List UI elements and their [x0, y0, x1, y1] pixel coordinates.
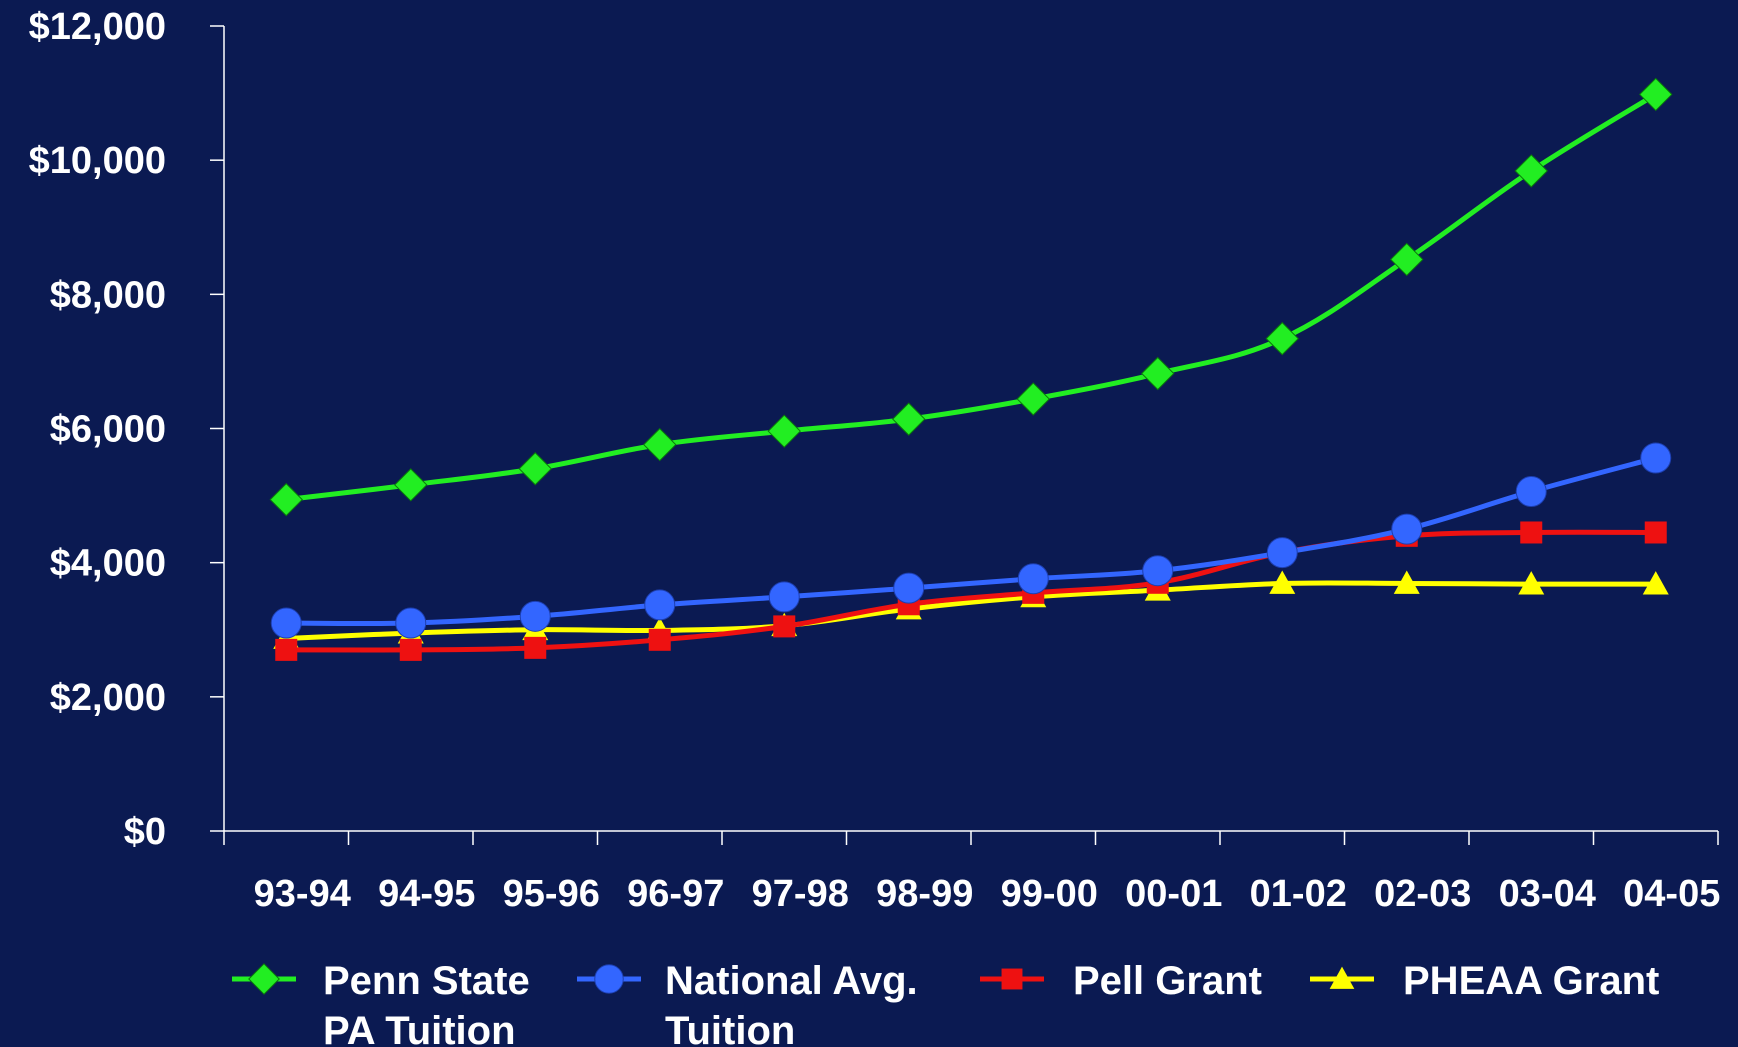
marker-circle [644, 589, 676, 621]
marker-triangle [1329, 966, 1355, 989]
chart-series [269, 77, 1673, 661]
marker-diamond [1265, 321, 1299, 356]
series-0 [269, 77, 1673, 517]
marker-diamond [643, 427, 677, 462]
marker-square [648, 628, 671, 651]
marker-circle [395, 607, 427, 639]
x-tick-label: 03-04 [1499, 873, 1596, 915]
y-tick-label: $10,000 [29, 140, 166, 182]
marker-circle [1391, 513, 1423, 545]
marker-diamond [1141, 356, 1175, 391]
series-1 [270, 442, 1672, 639]
y-tick-label: $6,000 [50, 409, 166, 451]
marker-square [524, 636, 547, 659]
x-tick-label: 02-03 [1374, 873, 1471, 915]
x-tick-label: 95-96 [503, 873, 600, 915]
marker-circle [519, 600, 551, 632]
chart-axes [210, 25, 1719, 845]
legend-label: Penn State [323, 959, 530, 1003]
marker-triangle [1642, 571, 1669, 595]
marker-diamond [1390, 242, 1424, 277]
marker-diamond [269, 482, 303, 517]
marker-diamond [1639, 77, 1673, 112]
x-axis-labels: 93-94 94-95 95-96 96-97 97-98 98-99 99-00 00-01… [254, 873, 1721, 915]
series-line [286, 529, 1656, 653]
chart-legend: Penn State PA Tuition National Avg. Tuition… [232, 959, 1659, 1047]
x-tick-label: 94-95 [378, 873, 475, 915]
marker-circle [1266, 537, 1298, 569]
marker-circle [1017, 563, 1049, 595]
x-tick-label: 98-99 [876, 873, 973, 915]
marker-triangle [1269, 570, 1296, 594]
marker-circle [594, 964, 624, 994]
marker-diamond [1016, 382, 1050, 416]
marker-square [1001, 968, 1023, 990]
marker-circle [270, 607, 302, 639]
marker-triangle [1393, 570, 1420, 594]
x-tick-label: 00-01 [1125, 873, 1222, 915]
marker-circle [1142, 555, 1174, 587]
marker-square [773, 615, 796, 638]
marker-circle [1640, 442, 1672, 474]
y-tick-label: $2,000 [50, 677, 166, 719]
x-tick-label: 01-02 [1250, 873, 1347, 915]
x-tick-label: 93-94 [254, 873, 351, 915]
legend-item-2: Pell Grant [980, 959, 1262, 1003]
legend-label: PA Tuition [323, 1009, 516, 1047]
marker-circle [768, 581, 800, 613]
marker-diamond [1514, 154, 1548, 188]
marker-circle [1515, 476, 1547, 508]
marker-circle [893, 572, 925, 604]
y-tick-label: $0 [124, 811, 166, 853]
marker-square [1520, 521, 1543, 544]
legend-label: National Avg. [665, 959, 918, 1003]
legend-label: PHEAA Grant [1403, 959, 1659, 1003]
marker-triangle [1518, 571, 1545, 595]
y-tick-label: $12,000 [29, 6, 166, 48]
series-2 [275, 521, 1667, 661]
x-tick-label: 04-05 [1623, 873, 1720, 915]
legend-label: Tuition [665, 1009, 795, 1047]
x-tick-label: 96-97 [627, 873, 724, 915]
marker-diamond [518, 452, 552, 486]
legend-item-3: PHEAA Grant [1310, 959, 1659, 1003]
marker-square [399, 638, 422, 661]
marker-diamond [767, 414, 801, 448]
y-axis-labels: $0 $2,000 $4,000 $6,000 $8,000 $10,000 $12,000 [29, 6, 166, 853]
legend-item-0: Penn State PA Tuition [232, 959, 530, 1047]
marker-diamond [892, 402, 926, 436]
x-tick-label: 99-00 [1001, 873, 1098, 915]
series-line [285, 92, 1658, 503]
x-tick-label: 97-98 [752, 873, 849, 915]
series-line [286, 580, 1656, 641]
y-tick-label: $4,000 [50, 543, 166, 585]
marker-square [275, 638, 298, 661]
legend-label: Pell Grant [1073, 959, 1262, 1003]
marker-diamond [248, 963, 280, 995]
y-tick-label: $8,000 [50, 274, 166, 316]
marker-square [1644, 521, 1667, 544]
marker-diamond [394, 468, 428, 502]
legend-item-1: National Avg. Tuition [577, 959, 918, 1047]
